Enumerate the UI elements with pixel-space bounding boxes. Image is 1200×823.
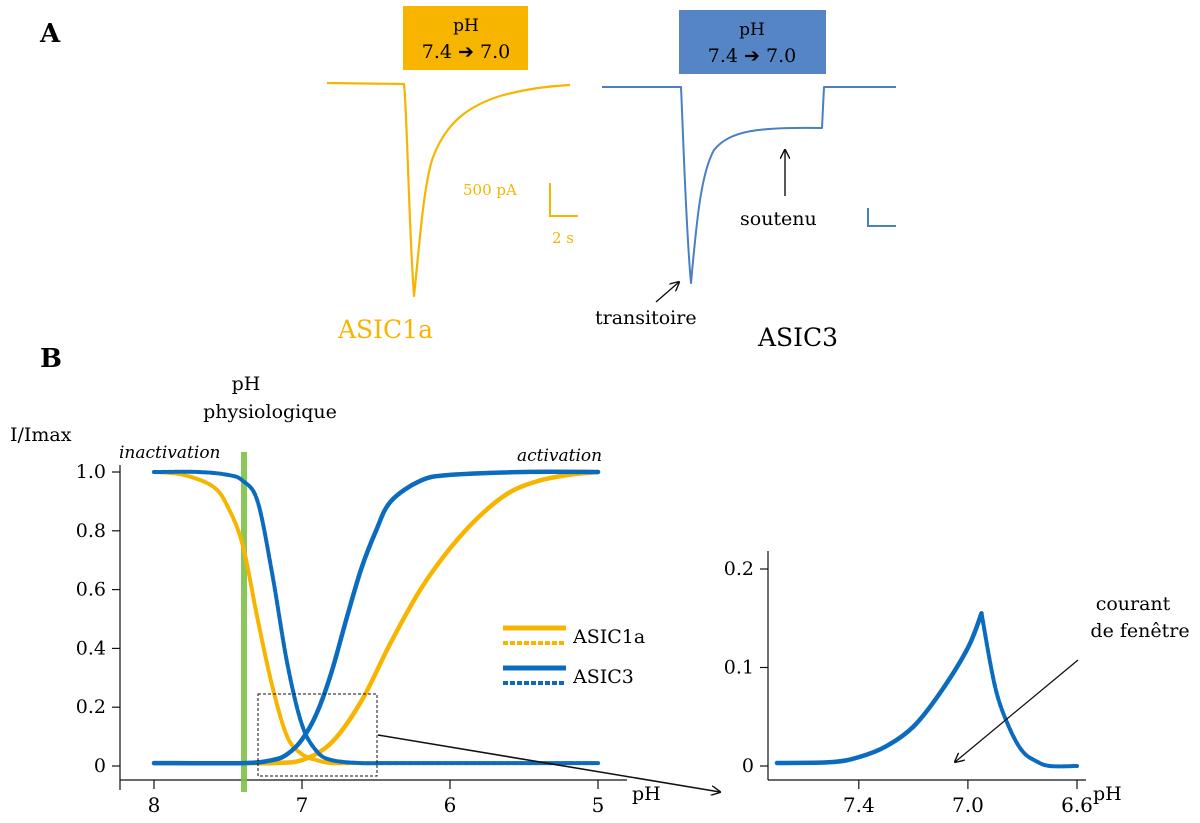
main-x-tick-label: 6 <box>444 793 457 817</box>
main-y-tick-label: 1.0 <box>76 461 106 483</box>
inset-y-tick-label: 0.1 <box>724 657 754 679</box>
asic3-stimulus-line1: pH <box>739 20 765 40</box>
main-y-tick-label: 0.4 <box>76 637 106 659</box>
window-current-arrow <box>955 659 1079 762</box>
legend-asic1a-label: ASIC1a <box>572 626 645 648</box>
inactivation-label: inactivation <box>119 443 221 463</box>
main-y-label: I/Imax <box>10 424 72 446</box>
main-x-label: pH <box>632 783 661 805</box>
window-current-line1: courant <box>1096 593 1171 615</box>
legend: ASIC1a ASIC3 <box>503 625 645 688</box>
asic1a-scale-current: 500 pA <box>463 181 517 199</box>
main-y-tick-label: 0 <box>94 755 106 777</box>
asic1a-scale-bar <box>549 183 578 217</box>
asic3-current-trace <box>602 86 896 284</box>
sustained-label: soutenu <box>740 208 817 230</box>
asic3-stimulus-box <box>679 10 826 74</box>
transient-arrow <box>655 282 679 303</box>
panel-a-label: A <box>39 19 61 49</box>
physio-label-line1: pH <box>232 373 261 395</box>
asic1a-scale-time: 2 s <box>552 229 574 247</box>
asic1a-current-trace <box>326 81 571 298</box>
asic3-stimulus-line2: 7.4 ➔ 7.0 <box>708 45 796 67</box>
inset-x-tick-label: 7.0 <box>952 793 984 817</box>
activation-label: activation <box>517 446 602 466</box>
inset-series-asic3-inactivation <box>979 611 1079 769</box>
window-current-line2: de fenêtre <box>1090 620 1189 642</box>
inset-series-asic3-activation <box>774 611 984 766</box>
main-y-tick-label: 0.2 <box>76 696 106 718</box>
main-series-asic3-activation <box>151 469 601 766</box>
main-y-tick-label: 0.6 <box>76 579 106 601</box>
inset-y-tick-label: 0.2 <box>724 558 754 580</box>
asic3-scale-bar <box>867 208 896 227</box>
inset-x-label: pH <box>1093 783 1122 805</box>
asic1a-name: ASIC1a <box>337 315 433 344</box>
zoom-region-box <box>257 693 378 777</box>
transient-label: transitoire <box>595 307 697 329</box>
main-x-tick-label: 8 <box>148 793 161 817</box>
inset-x-tick-label: 7.4 <box>843 793 875 817</box>
legend-asic3-label: ASIC3 <box>572 666 634 688</box>
main-series-asic1a-activation <box>151 469 601 766</box>
main-series-asic1a-inactivation <box>152 470 600 766</box>
panel-b-label: B <box>40 344 62 374</box>
inset-x-tick-label: 6.6 <box>1061 793 1093 817</box>
asic1a-stimulus-line1: pH <box>453 16 479 36</box>
zoom-arrow <box>377 734 720 792</box>
main-series-asic3-inactivation <box>152 469 600 766</box>
asic1a-stimulus-box <box>403 6 528 70</box>
main-x-tick-label: 7 <box>296 793 309 817</box>
asic1a-stimulus-line2: 7.4 ➔ 7.0 <box>422 41 510 63</box>
inset-y-tick-label: 0 <box>742 755 754 777</box>
asic3-name: ASIC3 <box>757 323 838 352</box>
main-x-tick-label: 5 <box>592 793 605 817</box>
physio-label-line2: physiologique <box>203 401 337 423</box>
main-y-tick-label: 0.8 <box>76 520 106 542</box>
